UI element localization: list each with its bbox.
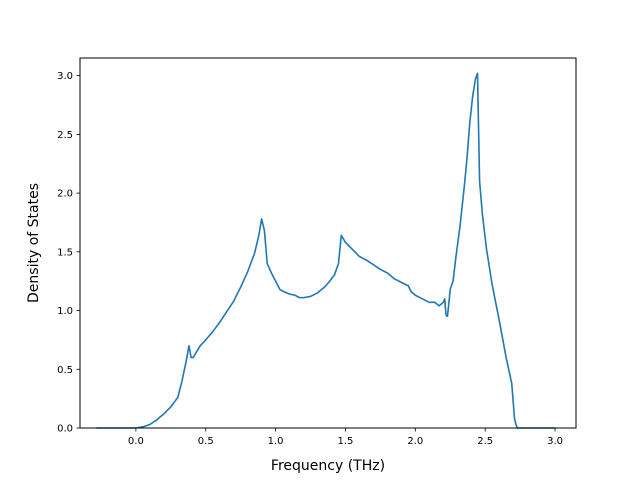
x-tick-label: 2.0 (407, 436, 423, 447)
x-tick-label: 0.5 (198, 436, 214, 447)
y-axis-label: Density of States (26, 183, 42, 303)
ticks-layer: 0.0 0.5 1.0 1.5 2.0 2.5 3.0 0.0 0.5 1.0 1.5 2.0 2.5 3… (57, 71, 563, 447)
y-tick-label: 0.5 (57, 365, 73, 376)
y-tick-label: 2.0 (57, 189, 73, 200)
x-axis-label: Frequency (THz) (271, 458, 385, 474)
x-tick-label: 0.0 (128, 436, 144, 447)
x-tick-label: 1.5 (338, 436, 354, 447)
y-tick-label: 1.0 (57, 306, 73, 317)
y-tick-label: 3.0 (57, 71, 73, 82)
plot-frame (79, 57, 577, 429)
y-tick-label: 0.0 (57, 424, 73, 435)
dos-series-line (95, 72, 556, 429)
y-tick-label: 2.5 (57, 130, 73, 141)
x-tick-label: 3.0 (547, 436, 563, 447)
x-tick-label: 1.0 (268, 436, 284, 447)
series-layer (95, 72, 556, 429)
x-tick-label: 2.5 (477, 436, 493, 447)
y-tick-label: 1.5 (57, 247, 73, 258)
